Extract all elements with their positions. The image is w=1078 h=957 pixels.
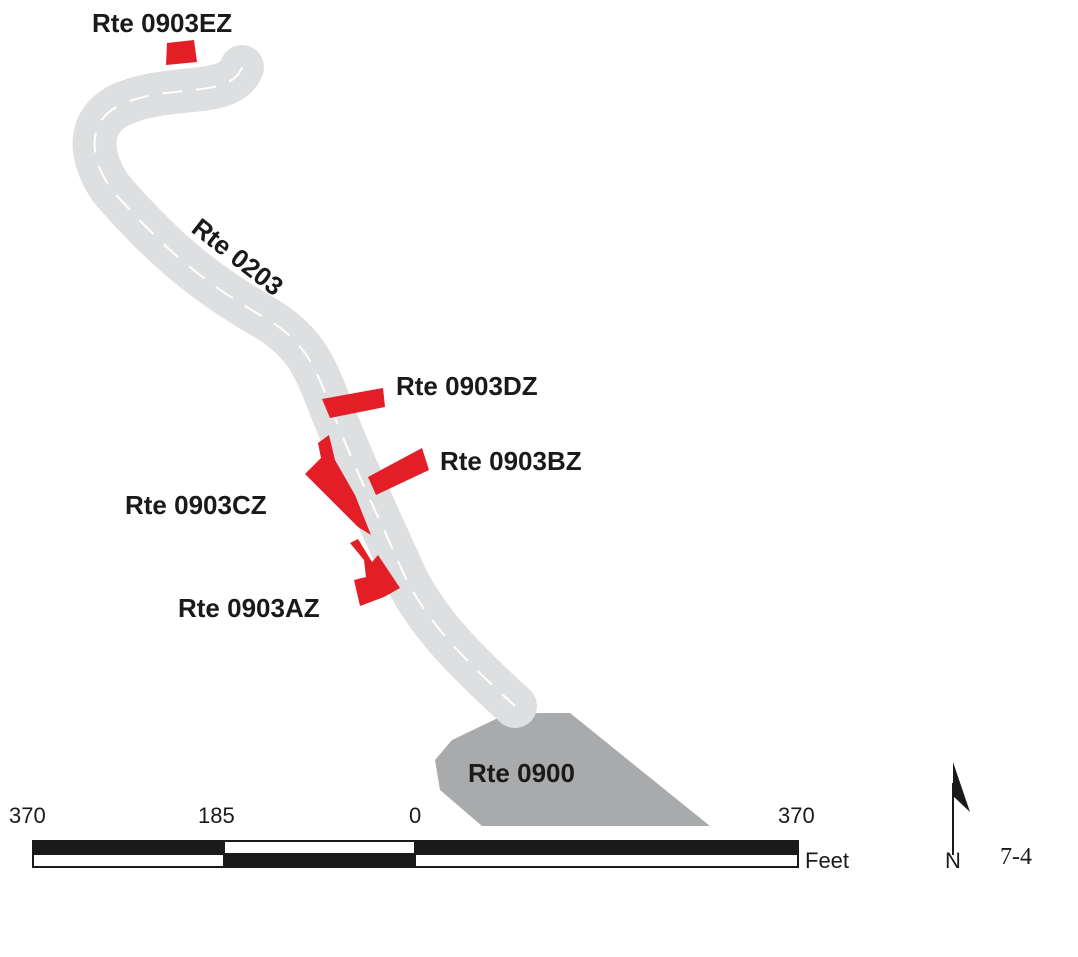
parcel-0903cz <box>305 435 371 535</box>
parcel-0903bz <box>368 448 429 495</box>
label-route-0903ez: Rte 0903EZ <box>92 8 232 38</box>
north-label: N <box>945 848 961 873</box>
north-arrow-icon: N <box>945 762 970 873</box>
scale-tick-label: 185 <box>198 803 235 828</box>
label-route-0903bz: Rte 0903BZ <box>440 446 582 476</box>
scale-tick-label: 370 <box>9 803 46 828</box>
label-route-0903dz: Rte 0903DZ <box>396 371 538 401</box>
scale-segment <box>224 854 415 867</box>
label-route-0903az: Rte 0903AZ <box>178 593 320 623</box>
page-number: 7-4 <box>1000 844 1032 870</box>
scale-segment <box>33 841 224 854</box>
scale-tick-label: 370 <box>778 803 815 828</box>
parcel-0903dz <box>322 388 385 418</box>
label-route-0903cz: Rte 0903CZ <box>125 490 267 520</box>
route-0203-centerline <box>93 66 516 707</box>
parcel-0903az <box>350 539 400 606</box>
label-route-0900: Rte 0900 <box>468 758 575 788</box>
parcel-0903ez <box>166 40 197 65</box>
scale-bar: 370 185 0 370 Feet <box>9 803 849 873</box>
scale-unit-label: Feet <box>805 848 849 873</box>
scale-segment <box>415 841 798 854</box>
scale-tick-label: 0 <box>409 803 421 828</box>
route-0900-area <box>435 713 710 826</box>
